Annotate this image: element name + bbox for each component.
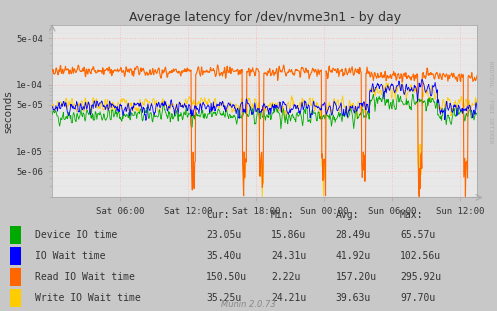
Text: 15.86u: 15.86u [271, 230, 306, 240]
Text: 24.31u: 24.31u [271, 251, 306, 261]
Text: Munin 2.0.73: Munin 2.0.73 [221, 300, 276, 309]
Text: IO Wait time: IO Wait time [35, 251, 105, 261]
FancyBboxPatch shape [10, 247, 21, 265]
Text: 41.92u: 41.92u [335, 251, 371, 261]
Text: 97.70u: 97.70u [400, 293, 435, 303]
FancyBboxPatch shape [10, 268, 21, 285]
Text: Device IO time: Device IO time [35, 230, 117, 240]
Text: 23.05u: 23.05u [206, 230, 242, 240]
FancyBboxPatch shape [10, 289, 21, 307]
Text: 65.57u: 65.57u [400, 230, 435, 240]
Text: 28.49u: 28.49u [335, 230, 371, 240]
Text: 24.21u: 24.21u [271, 293, 306, 303]
Text: 35.40u: 35.40u [206, 251, 242, 261]
Title: Average latency for /dev/nvme3n1 - by day: Average latency for /dev/nvme3n1 - by da… [129, 11, 401, 24]
Text: RRDTOOL / TOBI OETIKER: RRDTOOL / TOBI OETIKER [489, 61, 494, 144]
FancyBboxPatch shape [10, 226, 21, 244]
Text: Avg:: Avg: [335, 210, 359, 220]
Text: 39.63u: 39.63u [335, 293, 371, 303]
Text: 157.20u: 157.20u [335, 272, 377, 282]
Text: 150.50u: 150.50u [206, 272, 248, 282]
Text: Write IO Wait time: Write IO Wait time [35, 293, 141, 303]
Text: Read IO Wait time: Read IO Wait time [35, 272, 135, 282]
Text: Min:: Min: [271, 210, 294, 220]
Text: Max:: Max: [400, 210, 423, 220]
Text: Cur:: Cur: [206, 210, 230, 220]
Text: 2.22u: 2.22u [271, 272, 300, 282]
Y-axis label: seconds: seconds [3, 90, 13, 132]
Text: 295.92u: 295.92u [400, 272, 441, 282]
Text: 35.25u: 35.25u [206, 293, 242, 303]
Text: 102.56u: 102.56u [400, 251, 441, 261]
